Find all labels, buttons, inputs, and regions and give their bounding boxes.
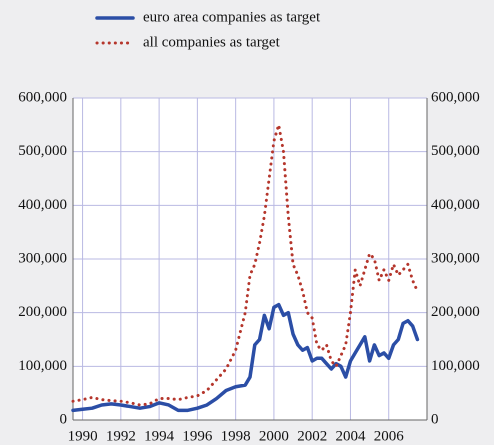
y-tick-label: 600,000 — [18, 89, 67, 105]
y-tick-label: 300,000 — [18, 250, 67, 266]
y2-tick-label: 500,000 — [431, 143, 480, 159]
line-series — [71, 302, 420, 413]
y-tick-label: 400,000 — [18, 197, 67, 213]
x-tick-label: 2000 — [259, 428, 289, 444]
y2-tick-label: 300,000 — [431, 250, 480, 266]
y2-tick-label: 400,000 — [431, 197, 480, 213]
y-tick-label: 100,000 — [18, 358, 67, 374]
legend-label: all companies as target — [143, 34, 281, 50]
x-tick-label: 1992 — [106, 428, 136, 444]
x-tick-label: 2004 — [335, 428, 366, 444]
x-tick-label: 1994 — [144, 428, 175, 444]
y2-tick-label: 100,000 — [431, 358, 480, 374]
x-tick-label: 2006 — [374, 428, 405, 444]
y-tick-label: 500,000 — [18, 143, 67, 159]
legend-label: euro area companies as target — [143, 9, 321, 25]
y-tick-label: 0 — [60, 411, 68, 427]
x-tick-label: 1998 — [221, 428, 251, 444]
x-tick-label: 1990 — [68, 428, 98, 444]
y2-tick-label: 600,000 — [431, 89, 480, 105]
x-tick-label: 2002 — [297, 428, 327, 444]
y2-tick-label: 200,000 — [431, 304, 480, 320]
x-tick-label: 1996 — [182, 428, 213, 444]
y-tick-label: 200,000 — [18, 304, 67, 320]
y2-tick-label: 0 — [431, 411, 439, 427]
